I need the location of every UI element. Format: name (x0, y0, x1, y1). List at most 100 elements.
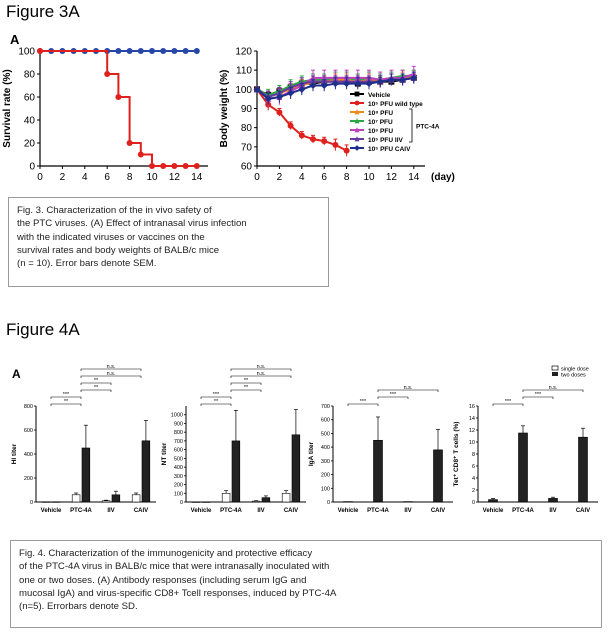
x-tick-label: 8 (344, 172, 350, 183)
y-tick-label: 300 (321, 459, 330, 465)
point-marker (354, 118, 360, 124)
point-marker (137, 48, 144, 54)
significance-bracket (80, 382, 112, 385)
bar (41, 501, 51, 503)
significance-label: n.s. (107, 371, 116, 377)
point-marker (287, 122, 294, 129)
y-tick-label: 90 (241, 104, 253, 115)
caption-line: survival rates and body weights of BALB/… (17, 244, 220, 256)
category-label: PTC-4A (220, 508, 242, 514)
significance-label: *** (63, 392, 70, 398)
point-marker (320, 82, 328, 89)
figure-4a-heading: Figure 4A (6, 320, 80, 339)
y-tick-label: 10 (469, 440, 475, 446)
significance-label: *** (535, 392, 542, 398)
significance-bracket (80, 389, 112, 392)
figure-3a-heading: Figure 3A (6, 2, 80, 21)
tet-cd8-chart: 0 2 4 6 8 10 12 14 16 Tet⁺ CD8⁺ T cells (%) Vehicl… (453, 385, 598, 514)
point-marker (37, 48, 43, 54)
bar (373, 439, 383, 503)
panel-letter-4a: A (12, 367, 21, 381)
category-label: Vehicle (338, 508, 359, 514)
x-tick-label: 14 (191, 172, 203, 183)
y-tick-label: 400 (321, 445, 330, 451)
y-tick-label: 400 (174, 465, 183, 471)
bar (433, 449, 443, 503)
point-marker (149, 163, 155, 169)
point-marker (104, 71, 111, 77)
category-label: IIV (404, 508, 411, 514)
y-axis-label: Tet⁺ CD8⁺ T cells (%) (453, 422, 460, 487)
bar (191, 501, 201, 503)
y-tick-label: 500 (174, 456, 183, 462)
point-marker (343, 80, 351, 88)
y-tick-label: 0 (327, 500, 330, 506)
x-tick-label: 0 (37, 172, 43, 183)
legend-label: Vehicle (368, 92, 391, 99)
point-marker (137, 151, 144, 158)
significance-bracket (492, 403, 524, 406)
y-tick-label: 200 (24, 476, 33, 482)
category-label: PTC-4A (70, 508, 92, 514)
point-marker (399, 76, 407, 84)
significance-bracket (80, 368, 142, 371)
y-axis-label: NT titer (161, 442, 168, 465)
y-axis-label: IgA titer (308, 441, 315, 466)
caption-line: (n = 10). Error bars denote SEM. (17, 258, 157, 270)
bar (488, 499, 498, 503)
point-marker (160, 163, 167, 169)
bar (291, 434, 301, 503)
bar (131, 494, 141, 503)
significance-label: *** (360, 399, 367, 405)
caption-line: one or two doses. (A) Antibody responses… (19, 574, 307, 586)
y-tick-label: 100 (321, 486, 330, 492)
y-axis-label: Body weight (%) (219, 70, 230, 148)
y-tick-label: 200 (174, 483, 183, 489)
point-marker (354, 100, 360, 106)
legend-bracket-label: PTC-4A (416, 124, 440, 131)
single-dose-label: single dose (561, 367, 589, 373)
y-tick-label: 0 (472, 500, 475, 506)
y-tick-label: 14 (469, 416, 475, 422)
point-marker (115, 94, 122, 100)
bar (281, 492, 291, 503)
caption-line: with the indicated viruses or vaccines o… (17, 231, 205, 243)
point-marker (298, 132, 305, 139)
y-tick-label: 0 (29, 162, 35, 173)
significance-label: ** (64, 399, 69, 405)
significance-bracket (230, 389, 262, 392)
point-marker (298, 85, 306, 93)
y-tick-label: 20 (24, 139, 36, 150)
y-tick-label: 200 (321, 473, 330, 479)
significance-bracket (377, 389, 439, 392)
category-label: CAIV (576, 508, 590, 514)
category-label: IIV (107, 508, 114, 514)
y-axis-label: Survival rate (%) (2, 69, 13, 147)
bar (261, 497, 271, 503)
y-tick-label: 100 (174, 491, 183, 497)
point-marker (126, 140, 133, 146)
category-label: Vehicle (483, 508, 504, 514)
legend-label: 10⁷ PFU (368, 119, 393, 126)
y-tick-label: 80 (241, 123, 253, 134)
y-tick-label: 4 (472, 476, 475, 482)
point-marker (275, 93, 283, 101)
significance-bracket (230, 382, 262, 385)
category-label: CAIV (134, 508, 148, 514)
y-tick-label: 16 (469, 404, 475, 410)
point-marker (354, 136, 360, 142)
y-tick-label: 0 (180, 500, 183, 506)
point-marker (354, 80, 362, 88)
y-tick-label: 700 (174, 439, 183, 445)
caption-line: Fig. 3. Characterization of the in vivo … (17, 205, 212, 216)
point-marker (171, 163, 178, 169)
figure-4-caption: Fig. 4. Characterization of the immunoge… (10, 540, 602, 628)
survival-rate-chart: 0 20 40 60 80 100 0 2 4 6 8 10 12 14 Survival rate (%) (2, 47, 208, 183)
y-tick-label: 110 (236, 66, 252, 77)
bar (111, 494, 121, 503)
category-label: IIV (549, 508, 556, 514)
legend-bracket (409, 108, 413, 143)
x-tick-label: 6 (104, 172, 110, 183)
iga-titer-chart: 0 100 200 300 400 500 600 700 IgA titer Vehicle PT… (308, 385, 453, 514)
